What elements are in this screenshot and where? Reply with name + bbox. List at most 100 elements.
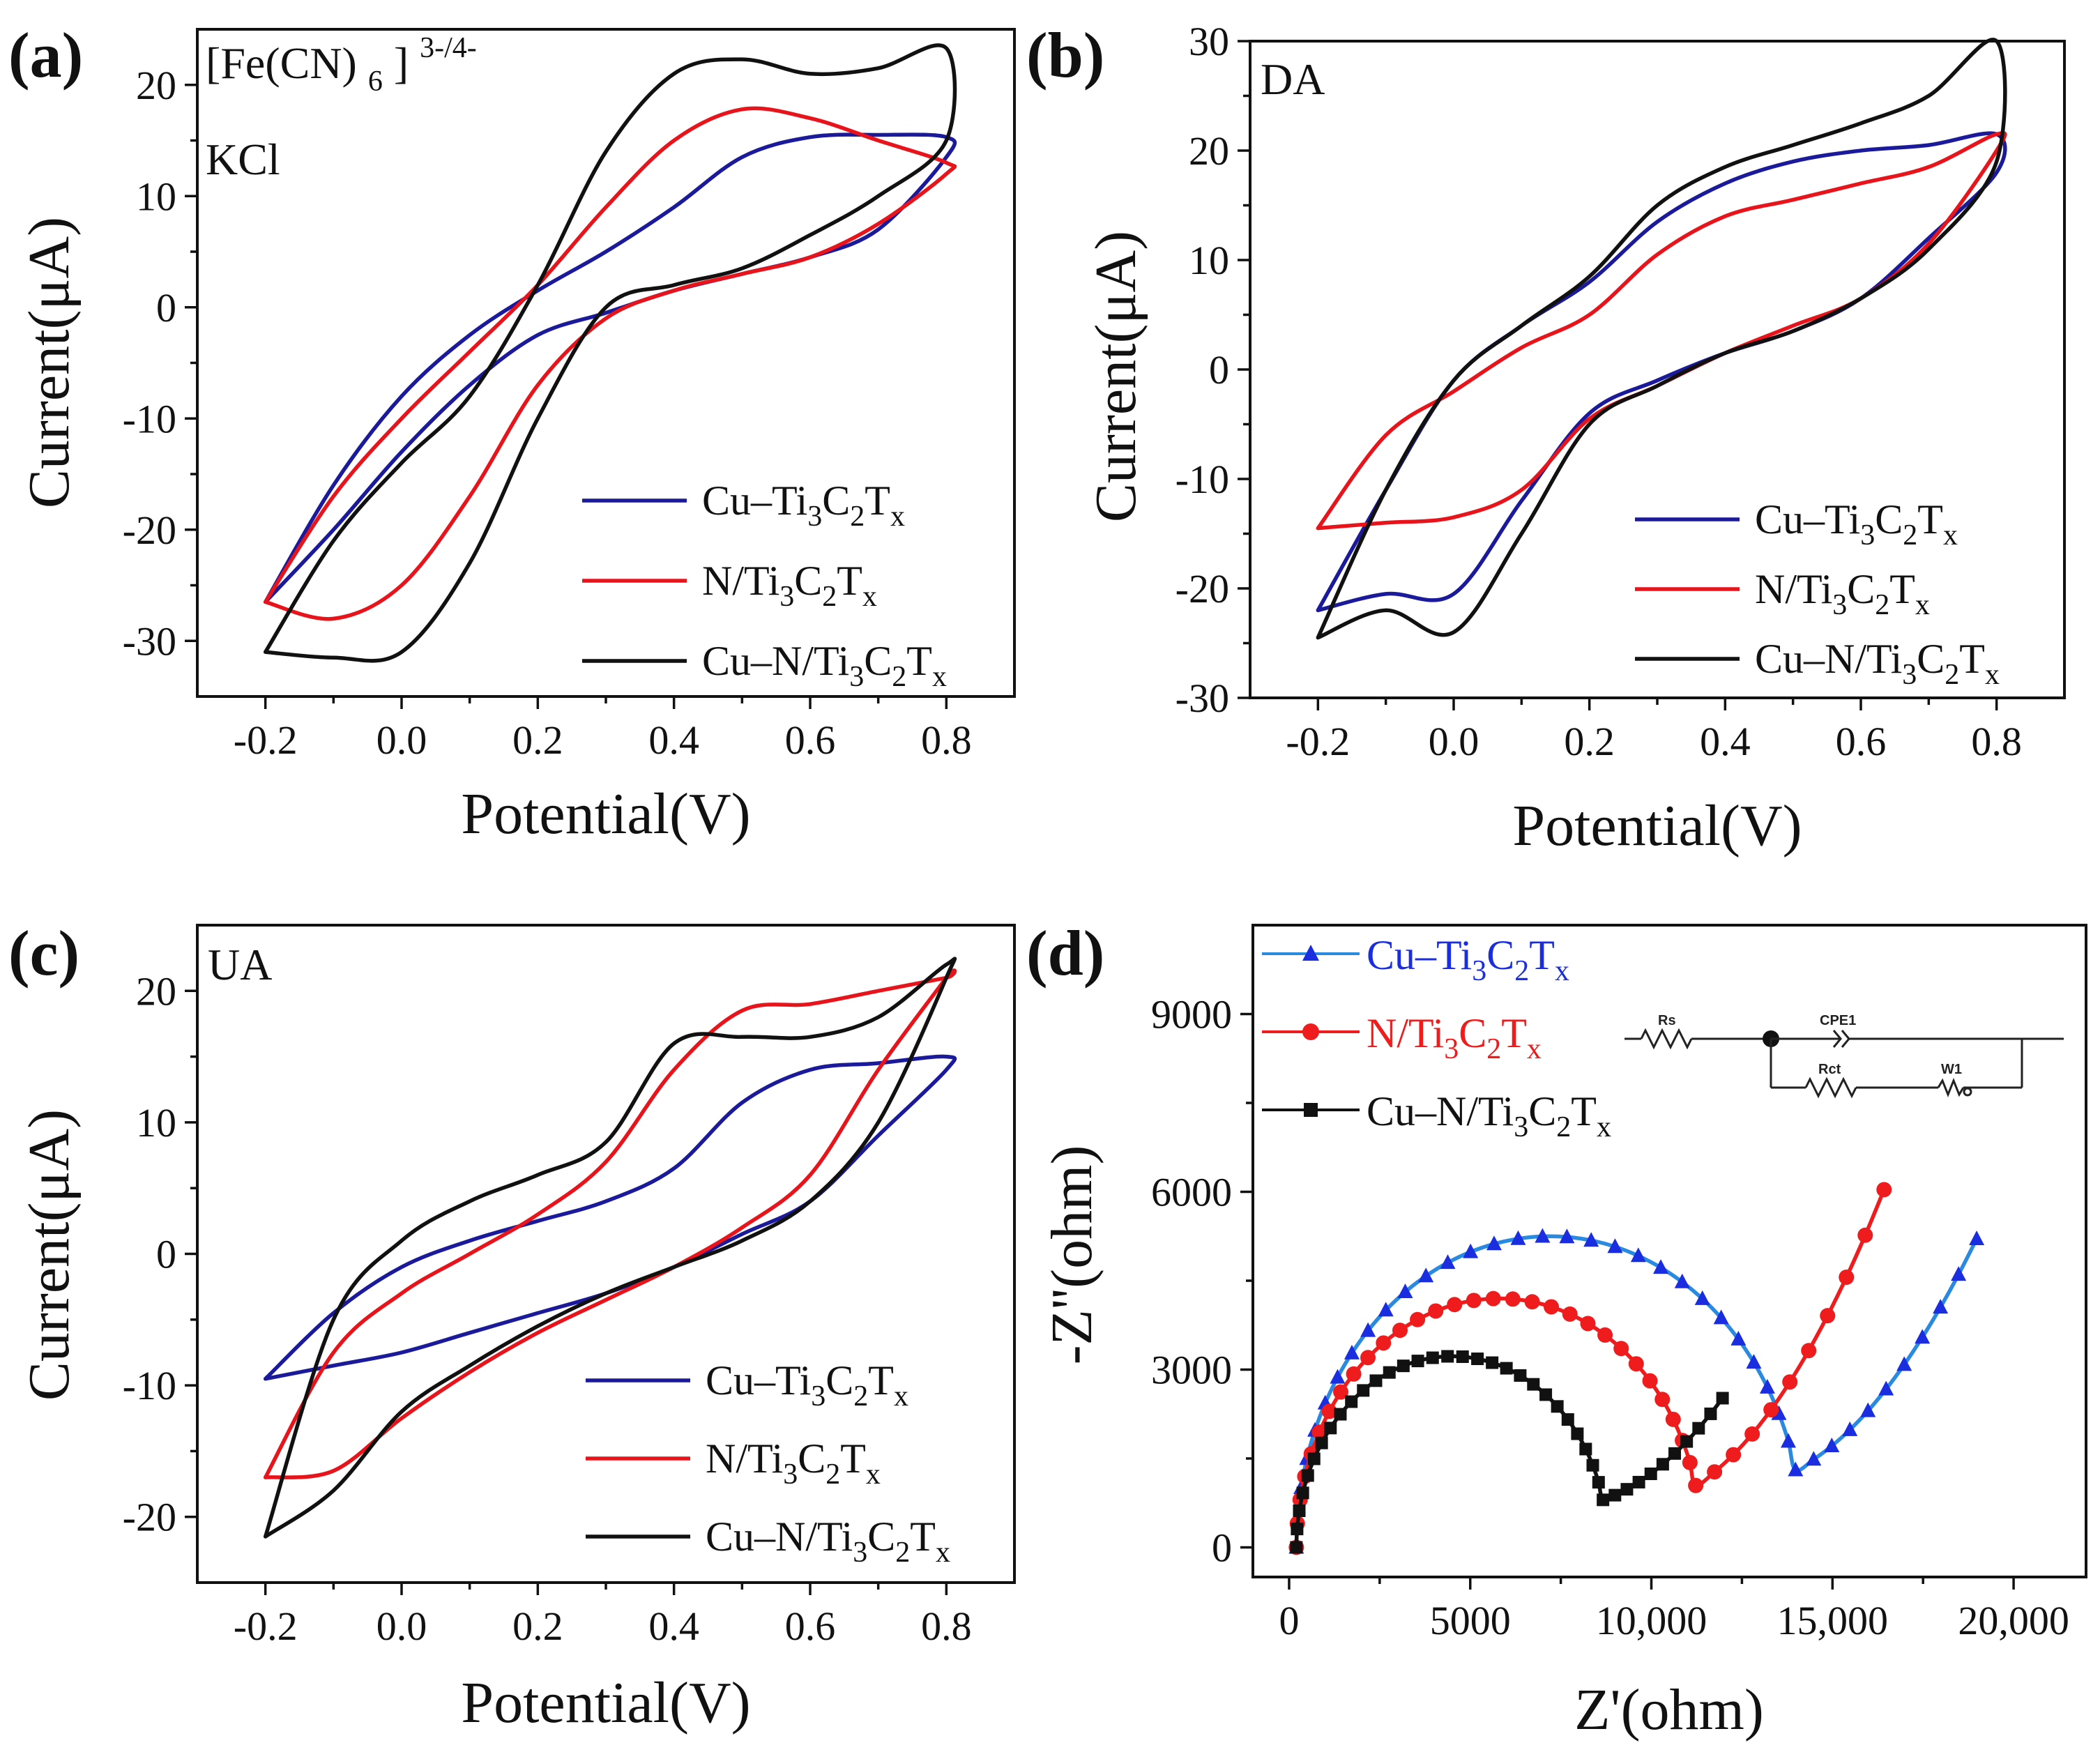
panel-d-series-2-marker [1632, 1475, 1645, 1488]
panel-d-series-2-marker [1324, 1422, 1337, 1435]
panel-c-legend-label-1: N/Ti3C2Tx [706, 1435, 881, 1491]
panel-d-series-1-marker [1857, 1227, 1873, 1243]
panel-d-label: (d) [1026, 917, 1104, 989]
panel-d-xtick-label: 15,000 [1777, 1598, 1889, 1643]
panel-a-legend-label-0: Cu–Ti3C2Tx [702, 478, 905, 533]
panel-d-series-0-marker [1486, 1235, 1502, 1251]
panel-a-ytick-label: 20 [136, 63, 176, 108]
panel-d-series-0-marker [1730, 1330, 1747, 1346]
panel-d-series-2-marker [1551, 1400, 1564, 1413]
panel-a-annotation-fe-main: [Fe(CN) [206, 38, 357, 88]
panel-a: -0.2 0.0 0.2 0.4 0.6 0.8 -30 -20 -10 0 10 20 (a) Po… [8, 20, 1016, 846]
panel-d-legend-marker-2 [1304, 1103, 1318, 1117]
panel-c-ytick-label: 20 [136, 968, 176, 1014]
panel-d-series-0-marker [1674, 1273, 1690, 1288]
panel-d-series-0-marker [1535, 1228, 1551, 1243]
panel-a-frame [196, 28, 1016, 698]
panel-d-series-1-marker [1447, 1297, 1463, 1313]
panel-d-series-1-marker [1485, 1290, 1501, 1307]
panel-a-ytick-label: -20 [123, 508, 176, 553]
panel-b-legend-label-0: Cu–Ti3C2Tx [1755, 496, 1958, 551]
panel-d-series-2-marker [1561, 1413, 1574, 1426]
panel-d-series-0-marker [1397, 1283, 1413, 1299]
panel-d-series-1-marker [1744, 1426, 1760, 1442]
panel-d-legend-marker-1 [1302, 1023, 1319, 1040]
panel-d-ticks: 0 5000 10,000 15,000 20,000 0 3000 6000 9000 [1151, 992, 2069, 1644]
panel-b-ytick-label: 10 [1189, 238, 1229, 283]
panel-d-series-2-marker [1291, 1523, 1304, 1536]
panel-d-series-0-marker [1653, 1259, 1669, 1274]
panel-a-annotation-fe-sub: 6 [368, 66, 383, 98]
panel-d-series-0-marker [1860, 1402, 1876, 1417]
panel-d-series-1-marker [1801, 1343, 1817, 1359]
panel-c-xtick-label: 0.2 [512, 1604, 563, 1649]
panel-a-ytick-label: 10 [136, 174, 176, 219]
panel-c-ytick-label: 10 [136, 1100, 176, 1145]
panel-c-label: (c) [8, 917, 79, 989]
panel-d-series-2-marker [1579, 1442, 1592, 1456]
panel-a-ytick-label: -30 [123, 618, 176, 664]
panel-c-annotation: UA [208, 940, 272, 989]
panel-d-series-0-marker [1915, 1329, 1931, 1344]
panel-d-xtick-label: 10,000 [1596, 1598, 1707, 1643]
panel-c-curves [263, 957, 957, 1539]
panel-d-series-1-marker [1311, 1424, 1327, 1440]
panel-d-legend-label-1: N/Ti3C2Tx [1367, 1010, 1542, 1065]
panel-d-series-1-marker [1688, 1477, 1704, 1493]
panel-d-series-1-marker [1360, 1350, 1376, 1366]
panel-c-ylabel: Current(μA) [17, 1109, 82, 1401]
panel-b-xtick-label: 0.6 [1836, 719, 1887, 764]
panel-d-series-0-marker [1969, 1231, 1985, 1246]
panel-c-xtick-label: 0.0 [376, 1604, 427, 1649]
circuit-w1-element [1937, 1077, 1965, 1098]
panel-d-frame [1251, 924, 2087, 1578]
panel-a-xtick-label: 0.2 [512, 717, 563, 763]
panel-a-series-1-curve [263, 106, 957, 621]
panel-b-ylabel: Current(μA) [1083, 231, 1148, 522]
panel-b-frame [1249, 40, 2066, 699]
circuit-rct-resistor [1804, 1076, 1857, 1099]
panel-a-label: (a) [8, 20, 83, 91]
panel-d-series-1-marker [1628, 1356, 1644, 1372]
panel-d-series-1-marker [1466, 1293, 1482, 1309]
panel-d-series-2-marker [1486, 1356, 1499, 1369]
panel-b-xtick-label: 0.0 [1429, 719, 1479, 764]
panel-d-legend-marker-0 [1302, 945, 1319, 961]
panel-d-series-0-marker [1607, 1238, 1623, 1254]
panel-b-xtick-label: 0.8 [1971, 719, 2022, 764]
panel-d-series-2-marker [1290, 1541, 1303, 1554]
panel-d-series-2-marker [1471, 1353, 1484, 1366]
panel-d-series-2-marker [1296, 1486, 1309, 1500]
panel-c-ytick-label: 0 [156, 1232, 176, 1277]
panel-d-series-0-marker [1896, 1356, 1912, 1371]
panel-d-series-2-marker [1668, 1447, 1682, 1460]
panel-d-series-2-marker [1307, 1452, 1321, 1465]
panel-b-ytick-label: 20 [1189, 128, 1229, 174]
panel-d-series-0-marker [1806, 1451, 1822, 1466]
panel-d-series-1-marker [1321, 1403, 1337, 1419]
panel-b-ytick-label: -20 [1175, 566, 1229, 611]
panel-d-series-1-marker [1642, 1373, 1658, 1389]
panel-d-series-2-marker [1539, 1388, 1553, 1401]
panel-d-series-2-marker [1397, 1359, 1410, 1373]
panel-a-legend-label-2: Cu–N/Ti3C2Tx [702, 638, 947, 693]
panel-a-annotation-kcl: KCl [206, 135, 280, 184]
panel-d-series-2-marker [1334, 1408, 1347, 1421]
panel-d-ylabel: -Z''(ohm) [1040, 1145, 1104, 1365]
panel-c-ytick-label: -20 [123, 1495, 176, 1540]
panel-d-series-2-marker [1293, 1505, 1306, 1518]
panel-d-series-1-marker [1820, 1308, 1836, 1324]
panel-d-series-2-marker [1716, 1392, 1729, 1405]
panel-c-xtick-label: -0.2 [234, 1604, 298, 1649]
panel-b-series-2-curve [1316, 38, 2007, 640]
panel-d-series-2-marker [1571, 1427, 1584, 1440]
panel-b-legend-label-1: N/Ti3C2Tx [1755, 566, 1930, 621]
panel-d-series-2-marker [1315, 1436, 1328, 1449]
panel-a-ytick-label: 0 [156, 285, 176, 330]
panel-d-series-0-marker [1951, 1266, 1967, 1281]
panel-d-xlabel: Z'(ohm) [1574, 1677, 1764, 1742]
panel-d-series-1-marker [1682, 1454, 1698, 1470]
panel-b-ytick-label: -10 [1175, 457, 1229, 502]
